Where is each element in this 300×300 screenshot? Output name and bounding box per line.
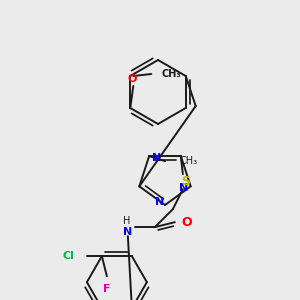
Text: CH₃: CH₃ xyxy=(179,156,197,166)
Text: O: O xyxy=(128,74,137,84)
Text: N: N xyxy=(155,197,165,207)
Text: O: O xyxy=(182,216,192,229)
Text: CH₃: CH₃ xyxy=(161,69,181,79)
Text: S: S xyxy=(182,175,190,188)
Text: H: H xyxy=(123,216,130,226)
Text: N: N xyxy=(179,183,188,193)
Text: F: F xyxy=(103,284,111,294)
Text: Cl: Cl xyxy=(63,251,75,261)
Text: N: N xyxy=(152,153,161,163)
Text: N: N xyxy=(123,227,133,237)
